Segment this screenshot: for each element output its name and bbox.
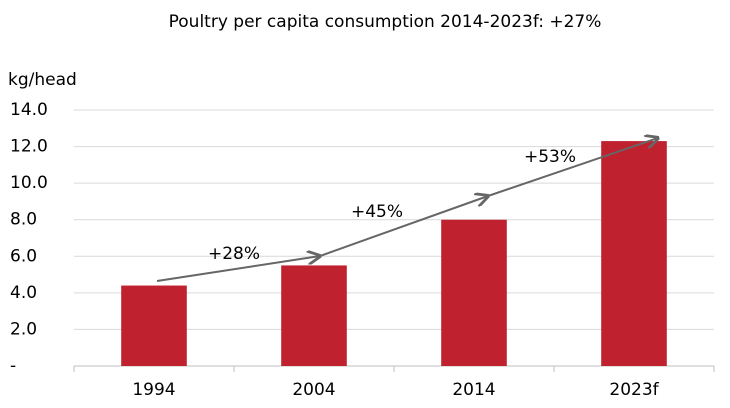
y-tick-label: - bbox=[10, 356, 16, 376]
arrow bbox=[319, 196, 488, 257]
y-tick-label: 12.0 bbox=[10, 137, 48, 157]
y-axis-label: kg/head bbox=[8, 70, 77, 90]
plot-area: - 2.0 4.0 6.0 8.0 10.0 12.0 14.0 1994 2004 2014 202… bbox=[10, 100, 715, 400]
y-tick-label: 8.0 bbox=[10, 210, 37, 230]
annotation: +45% bbox=[351, 202, 403, 222]
y-tick-label: 4.0 bbox=[10, 283, 37, 303]
bar bbox=[601, 141, 667, 366]
bar bbox=[281, 265, 347, 366]
annotation: +28% bbox=[208, 244, 260, 264]
x-tick-label: 1994 bbox=[132, 380, 175, 400]
bar bbox=[441, 219, 507, 366]
annotation: +53% bbox=[524, 147, 576, 167]
arrows bbox=[156, 138, 658, 282]
x-tick-label: 2004 bbox=[292, 380, 335, 400]
arrow bbox=[156, 256, 320, 282]
y-tick-label: 10.0 bbox=[10, 173, 48, 193]
bar bbox=[121, 285, 187, 366]
x-tick-label: 2023f bbox=[609, 380, 659, 400]
x-tick-label: 2014 bbox=[452, 380, 495, 400]
y-tick-label: 2.0 bbox=[10, 319, 37, 339]
chart-title: Poultry per capita consumption 2014-2023… bbox=[169, 12, 602, 32]
arrow bbox=[487, 138, 658, 197]
y-tick-label: 14.0 bbox=[10, 100, 48, 120]
y-tick-label: 6.0 bbox=[10, 246, 37, 266]
